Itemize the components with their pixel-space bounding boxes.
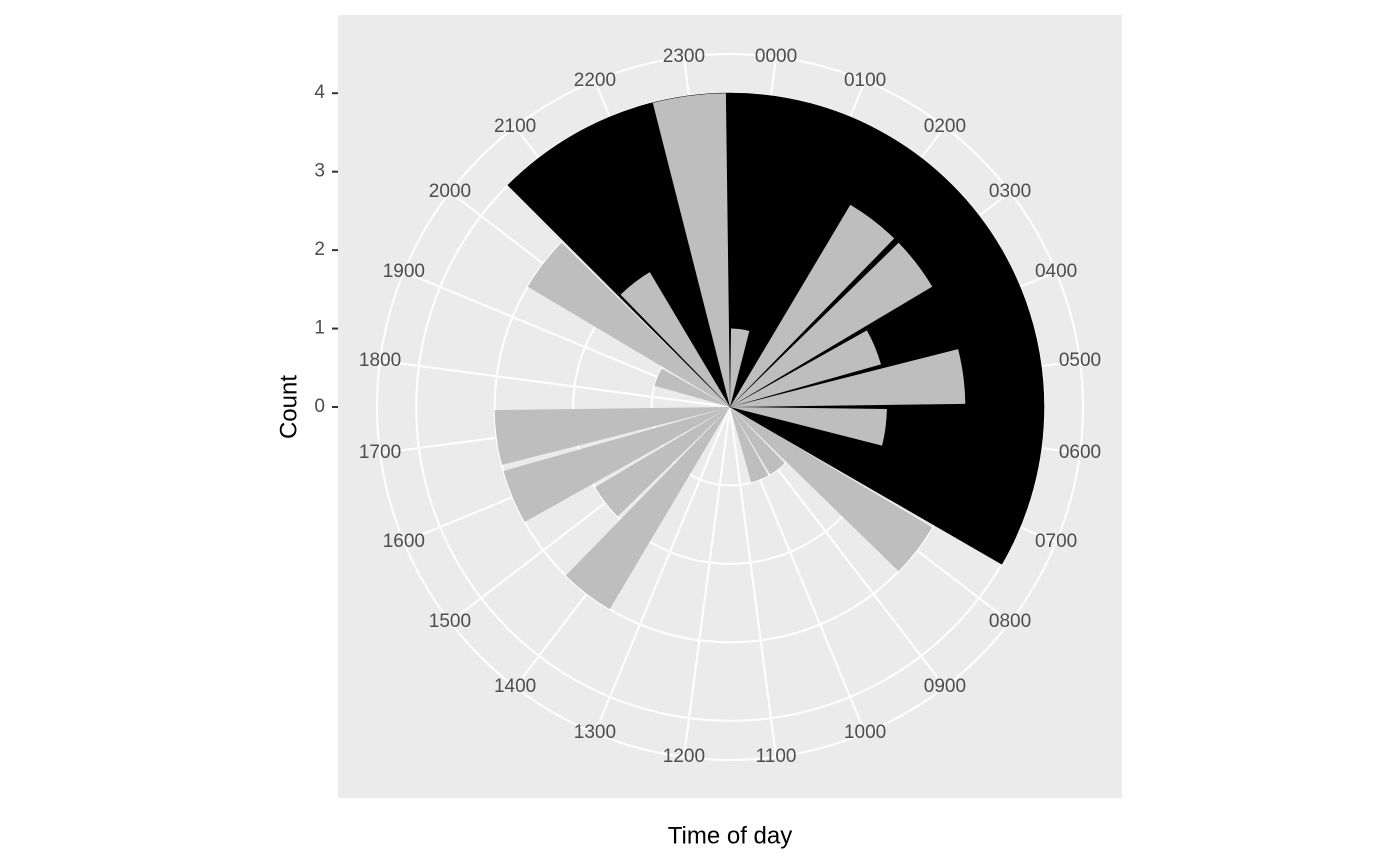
bar-wedge xyxy=(527,242,730,407)
marks xyxy=(494,92,1045,610)
bar-wedge xyxy=(730,407,933,572)
x-tick-label: 2300 xyxy=(663,46,705,67)
bar-wedge xyxy=(730,242,933,407)
bar-wedge xyxy=(730,407,769,483)
x-tick-label: 0100 xyxy=(844,70,886,91)
x-tick-label: 1600 xyxy=(383,531,425,552)
x-tick-label: 1800 xyxy=(359,350,401,371)
bar-wedge xyxy=(494,407,730,465)
x-tick-label: 2100 xyxy=(494,116,536,137)
x-tick-label: 0600 xyxy=(1059,442,1101,463)
x-tick-label: 1300 xyxy=(574,722,616,743)
grid-spoke xyxy=(682,406,731,758)
bar-wedge xyxy=(729,406,1034,565)
x-tick-label: 1900 xyxy=(383,261,425,282)
x-tick-label: 0200 xyxy=(924,116,966,137)
bar-wedge xyxy=(730,328,750,407)
grid-spoke xyxy=(729,406,778,758)
bar-wedge xyxy=(730,349,966,407)
x-tick-label: 0800 xyxy=(989,611,1031,632)
y-tick-label: 0 xyxy=(314,396,325,417)
x-tick-label: 0400 xyxy=(1035,261,1077,282)
bar-wedge xyxy=(730,330,881,407)
x-tick-label: 0700 xyxy=(1035,531,1077,552)
bar-wedge xyxy=(503,407,730,522)
bar-wedge xyxy=(595,407,730,517)
x-tick-label: 1200 xyxy=(663,746,705,767)
bar-wedge xyxy=(654,368,730,407)
x-tick-label: 0900 xyxy=(924,676,966,697)
x-tick-label: 1500 xyxy=(429,611,471,632)
y-tick-label: 2 xyxy=(314,239,325,260)
x-tick-label: 1000 xyxy=(844,722,886,743)
y-tick-label: 1 xyxy=(314,318,325,339)
x-tick-label: 1400 xyxy=(494,676,536,697)
bar-wedge xyxy=(652,93,730,407)
x-tick-label: 0300 xyxy=(989,181,1031,202)
bar-wedge xyxy=(730,204,895,407)
x-tick-label: 2000 xyxy=(429,181,471,202)
bar-wedge xyxy=(565,407,730,610)
grid-circle-outer xyxy=(376,53,1084,761)
x-tick-label: 1700 xyxy=(359,442,401,463)
y-tick-label: 4 xyxy=(314,82,325,103)
y-tick-label: 3 xyxy=(314,161,325,182)
bar-wedge xyxy=(620,272,730,407)
grid-spoke xyxy=(379,359,731,408)
x-tick-label: 0000 xyxy=(755,46,797,67)
bar-wedge xyxy=(730,407,785,475)
y-axis-title: Count xyxy=(275,375,302,439)
x-tick-label: 0500 xyxy=(1059,350,1101,371)
labels: 0000 0100 0200 0300 0400 0500 0600 0700 0800 0900… xyxy=(314,46,1101,767)
bar-wedge xyxy=(730,407,887,446)
x-tick-label: 1100 xyxy=(756,746,797,767)
grid-spoke xyxy=(593,406,731,734)
x-axis-title: Time of day xyxy=(668,822,793,849)
x-tick-label: 2200 xyxy=(574,70,616,91)
